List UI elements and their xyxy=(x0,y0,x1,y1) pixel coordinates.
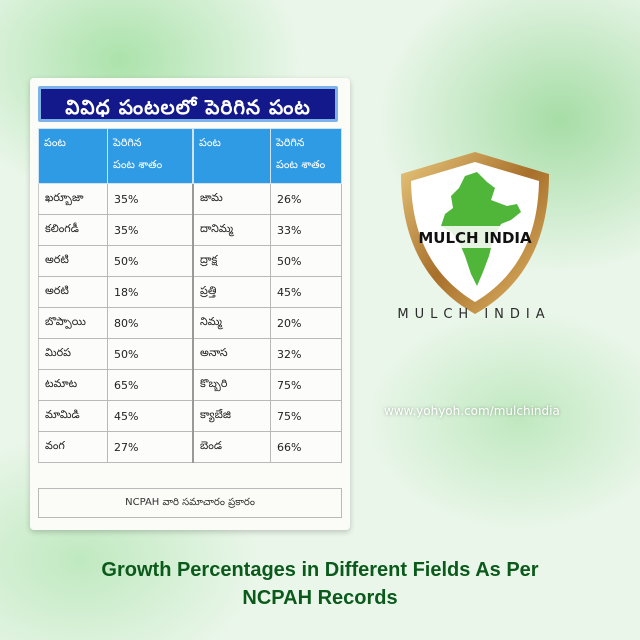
table-title-banner: వివిధ పంటలలో పెరిగిన పంట శాతం xyxy=(38,86,338,155)
crop-cell: దానిమ్మ xyxy=(192,214,271,246)
crop-cell: బొప్పాయి xyxy=(38,307,108,339)
shield-logo-text: MULCH INDIA xyxy=(418,229,532,247)
crop-cell: కలింగడీ xyxy=(38,214,108,246)
percent-cell: 35% xyxy=(107,214,194,246)
crop-cell: కొబ్బరి xyxy=(192,369,271,401)
crop-growth-table: పంట పెరిగిన పంట శాతం పంట పెరిగిన పంట శాత… xyxy=(38,128,342,463)
crop-cell: ద్రాక్ష xyxy=(192,245,271,277)
crop-cell: అనాస xyxy=(192,338,271,370)
crop-cell: టమాట xyxy=(38,369,108,401)
header-growth-2: పెరిగిన పంట శాతం xyxy=(270,128,342,184)
table-row: వంగ 27% బెండ 66% xyxy=(38,431,342,463)
crop-cell: బెండ xyxy=(192,431,271,463)
crop-cell: మిరప xyxy=(38,338,108,370)
percent-cell: 27% xyxy=(107,431,194,463)
percent-cell: 50% xyxy=(107,338,194,370)
caption-line-2: NCPAH Records xyxy=(242,587,398,609)
percent-cell: 20% xyxy=(270,307,342,339)
percent-cell: 50% xyxy=(107,245,194,277)
header-growth-1-line1: పెరిగిన xyxy=(113,136,142,149)
image-caption: Growth Percentages in Different Fields A… xyxy=(0,556,640,612)
crop-cell: నిమ్మ xyxy=(192,307,271,339)
table-row: బొప్పాయి 80% నిమ్మ 20% xyxy=(38,307,342,339)
crop-cell: జామ xyxy=(192,183,271,215)
percent-cell: 65% xyxy=(107,369,194,401)
brand-name: MULCH INDIA xyxy=(397,307,551,322)
header-crop-1: పంట xyxy=(38,128,108,184)
header-crop-2: పంట xyxy=(192,128,271,184)
crop-cell: ప్రత్తి xyxy=(192,276,271,308)
crop-cell: అరటి xyxy=(38,245,108,277)
percent-cell: 45% xyxy=(270,276,342,308)
percent-cell: 80% xyxy=(107,307,194,339)
crop-cell: క్యాబేజి xyxy=(192,400,271,432)
table-row: మిరప 50% అనాస 32% xyxy=(38,338,342,370)
percent-cell: 33% xyxy=(270,214,342,246)
crop-table-card: వివిధ పంటలలో పెరిగిన పంట శాతం పంట పెరిగి… xyxy=(30,78,350,530)
header-growth-1-line2: పంట శాతం xyxy=(113,158,163,171)
website-url[interactable]: www.yohyoh.com/mulchindia xyxy=(384,404,560,418)
crop-cell: ఖర్బూజా xyxy=(38,183,108,215)
table-header-row: పంట పెరిగిన పంట శాతం పంట పెరిగిన పంట శాత… xyxy=(38,128,342,184)
caption-line-1: Growth Percentages in Different Fields A… xyxy=(101,559,539,581)
header-growth-2-line2: పంట శాతం xyxy=(276,158,326,171)
crop-cell: మామిడి xyxy=(38,400,108,432)
percent-cell: 32% xyxy=(270,338,342,370)
mulch-india-shield-logo: MULCH INDIA xyxy=(401,152,549,314)
percent-cell: 75% xyxy=(270,400,342,432)
table-row: అరటి 18% ప్రత్తి 45% xyxy=(38,276,342,308)
table-footnote: NCPAH వారి సమాచారం ప్రకారం xyxy=(38,488,342,518)
percent-cell: 26% xyxy=(270,183,342,215)
percent-cell: 75% xyxy=(270,369,342,401)
crop-cell: అరటి xyxy=(38,276,108,308)
percent-cell: 66% xyxy=(270,431,342,463)
percent-cell: 18% xyxy=(107,276,194,308)
table-row: మామిడి 45% క్యాబేజి 75% xyxy=(38,400,342,432)
table-row: టమాట 65% కొబ్బరి 75% xyxy=(38,369,342,401)
header-growth-2-line1: పెరిగిన xyxy=(276,136,305,149)
table-row: అరటి 50% ద్రాక్ష 50% xyxy=(38,245,342,277)
percent-cell: 45% xyxy=(107,400,194,432)
header-growth-1: పెరిగిన పంట శాతం xyxy=(107,128,194,184)
crop-cell: వంగ xyxy=(38,431,108,463)
percent-cell: 50% xyxy=(270,245,342,277)
table-row: ఖర్బూజా 35% జామ 26% xyxy=(38,183,342,215)
percent-cell: 35% xyxy=(107,183,194,215)
table-row: కలింగడీ 35% దానిమ్మ 33% xyxy=(38,214,342,246)
